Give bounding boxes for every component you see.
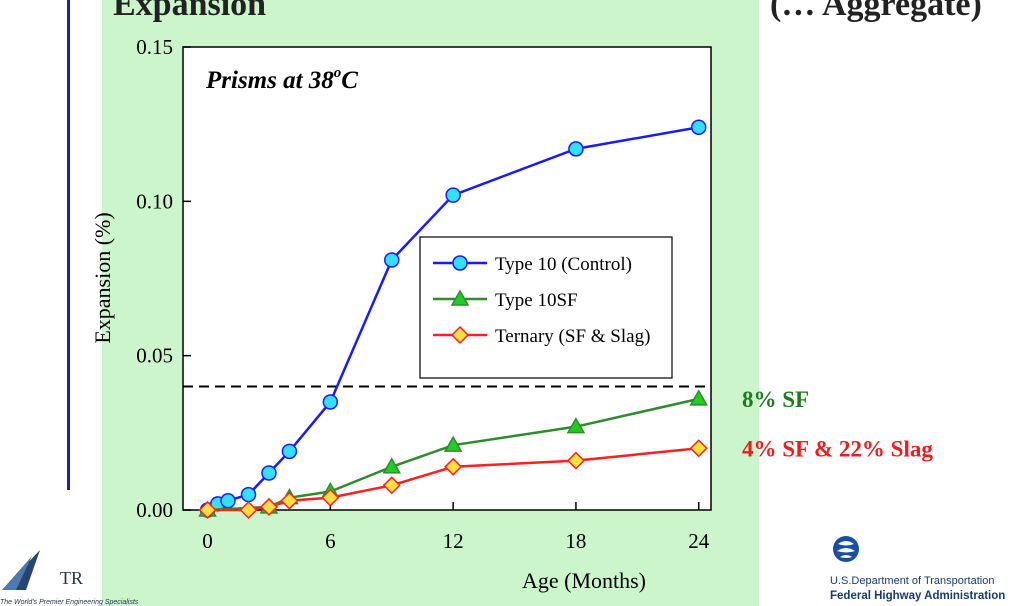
x-tick-label: 24: [688, 529, 710, 553]
data-point-circle: [322, 394, 339, 410]
data-point-diamond: [566, 451, 585, 470]
data-point-triangle: [443, 435, 463, 452]
legend: Type 10 (Control) Type 10SF Ternary (SF & …: [419, 236, 673, 379]
left-accent-rule: [67, 0, 70, 490]
x-axis-ticks: 0 6 12 18 24: [202, 502, 710, 553]
data-point-circle: [240, 486, 257, 503]
data-point-diamond: [239, 500, 258, 520]
x-tick-label: 12: [443, 529, 464, 553]
fhwa-logo: U.S.Department of Transportation Federal…: [820, 535, 1013, 606]
data-point-diamond: [280, 491, 299, 510]
company-logo: TR The World's Premier Engineering Speci…: [0, 550, 138, 606]
data-point-diamond: [444, 457, 463, 476]
series-annotation: 8% SF: [742, 387, 809, 412]
data-point-diamond: [321, 488, 340, 507]
data-point-circle: [452, 255, 468, 271]
y-axis-label: Expansion (%): [90, 212, 115, 343]
y-tick-label: 0.15: [136, 35, 173, 59]
data-point-circle: [281, 443, 298, 460]
legend-entry-label: Ternary (SF & Slag): [495, 326, 650, 347]
series-annotations: 8% SF 4% SF & 22% Slag: [742, 387, 933, 461]
y-tick-label: 0.10: [136, 189, 173, 213]
agency-name: Federal Highway Administration: [830, 590, 1006, 602]
data-point-circle: [261, 465, 277, 481]
data-point-diamond: [382, 476, 401, 495]
x-tick-label: 18: [565, 529, 586, 553]
data-point-diamond: [198, 500, 217, 520]
y-tick-label: 0.05: [136, 344, 173, 368]
legend-entry-label: Type 10 (Control): [495, 254, 632, 275]
data-point-triangle: [689, 389, 709, 406]
slide-title-fragment-right: (… Aggregate): [770, 0, 982, 23]
x-tick-label: 0: [202, 529, 213, 553]
data-point-circle: [445, 187, 461, 203]
company-logo-mark-icon: [2, 550, 40, 590]
series-3: [198, 439, 708, 520]
slide-title-fragment-left: Expansion: [113, 0, 267, 23]
company-tagline: The World's Premier Engineering Speciali…: [0, 599, 139, 606]
data-point-triangle: [566, 417, 586, 434]
data-point-diamond: [259, 497, 279, 516]
data-point-circle: [220, 492, 236, 509]
data-series: [198, 119, 709, 520]
dot-emblem-icon: [833, 536, 859, 562]
y-tick-label: 0.00: [136, 498, 173, 522]
data-point-triangle: [382, 457, 402, 474]
data-point-circle: [568, 141, 584, 157]
series-annotation: 4% SF & 22% Slag: [742, 436, 933, 461]
data-point-triangle: [450, 289, 470, 306]
data-point-circle: [690, 119, 707, 136]
inset-title: Prisms at 38oC: [205, 65, 358, 94]
x-axis-label: Age (Months): [522, 568, 646, 593]
data-point-diamond: [450, 325, 470, 345]
company-logo-text: TR: [60, 568, 84, 588]
agency-department: U.S.Department of Transportation: [830, 575, 995, 587]
legend-entry-label: Type 10SF: [495, 290, 578, 311]
data-point-diamond: [689, 439, 708, 458]
y-axis-ticks: 0.00 0.05 0.10 0.15: [136, 35, 191, 522]
x-tick-label: 6: [325, 529, 336, 553]
data-point-circle: [383, 252, 400, 268]
